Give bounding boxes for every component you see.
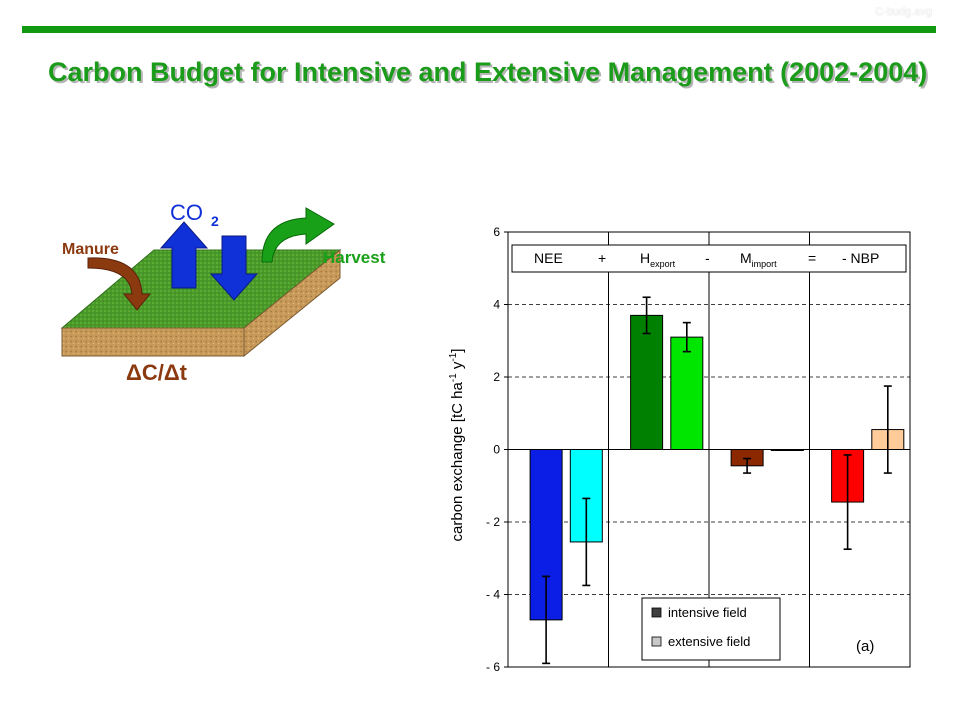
y-tick-labels: 6 4 2 0 - 2 - 4 - 6 <box>486 225 508 674</box>
y-tick-label: 2 <box>493 370 500 384</box>
legend-swatch-extensive <box>651 636 662 647</box>
equation-term-nee: NEE <box>534 250 563 266</box>
soil-front-side <box>61 327 245 357</box>
equation-term-h: Hexport <box>640 250 676 269</box>
carbon-flux-diagram: CO 2 Manure Harvest ΔC/Δt <box>60 200 386 385</box>
equation-op-minus: - <box>705 250 710 266</box>
harvest-label: Harvest <box>323 248 386 267</box>
panel-label: (a) <box>856 638 874 655</box>
y-tick-label: - 2 <box>486 515 500 529</box>
equation-op-equals: = <box>808 250 816 266</box>
legend-label-intensive: intensive field <box>668 605 747 620</box>
bar-h-export-intensive <box>630 314 664 450</box>
delta-c-label: ΔC/Δt <box>126 360 188 385</box>
co2-subscript: 2 <box>211 213 219 229</box>
y-axis-label: carbon exchange [tC ha-1 y-1] <box>448 349 466 542</box>
legend-swatch-intensive <box>651 607 662 618</box>
co2-label: CO <box>170 200 203 225</box>
equation-op-plus: + <box>598 250 606 266</box>
carbon-exchange-chart: 6 4 2 0 - 2 - 4 - 6 carbon exchange [tC ha-1 y… <box>448 225 911 674</box>
co2-up-arrow <box>159 221 209 289</box>
error-bars <box>542 296 892 665</box>
top-accent-bar <box>22 26 936 33</box>
y-tick-label: 6 <box>493 225 500 239</box>
bar-h-export-extensive <box>670 336 704 450</box>
legend-label-extensive: extensive field <box>668 634 750 649</box>
y-tick-label: - 4 <box>486 588 500 602</box>
equation-term-nbp: - NBP <box>842 250 879 266</box>
group-separators <box>608 232 810 667</box>
legend-box <box>641 597 781 661</box>
equation-term-m: Mimport <box>740 250 777 269</box>
corner-tag: C-budg.avg <box>875 6 932 18</box>
manure-label: Manure <box>62 241 119 258</box>
y-tick-label: 0 <box>493 443 500 457</box>
y-tick-label: 4 <box>493 298 500 312</box>
bars <box>529 314 905 621</box>
manure-arrow <box>87 257 152 311</box>
equation-box <box>511 244 907 273</box>
slide-title: Carbon Budget for Intensive and Extensiv… <box>48 57 928 87</box>
harvest-arrow <box>261 207 335 263</box>
co2-down-arrow <box>209 235 259 301</box>
y-tick-label: - 6 <box>486 660 500 674</box>
bar-m-import-extensive <box>770 449 804 451</box>
soil-right-side <box>243 248 341 358</box>
